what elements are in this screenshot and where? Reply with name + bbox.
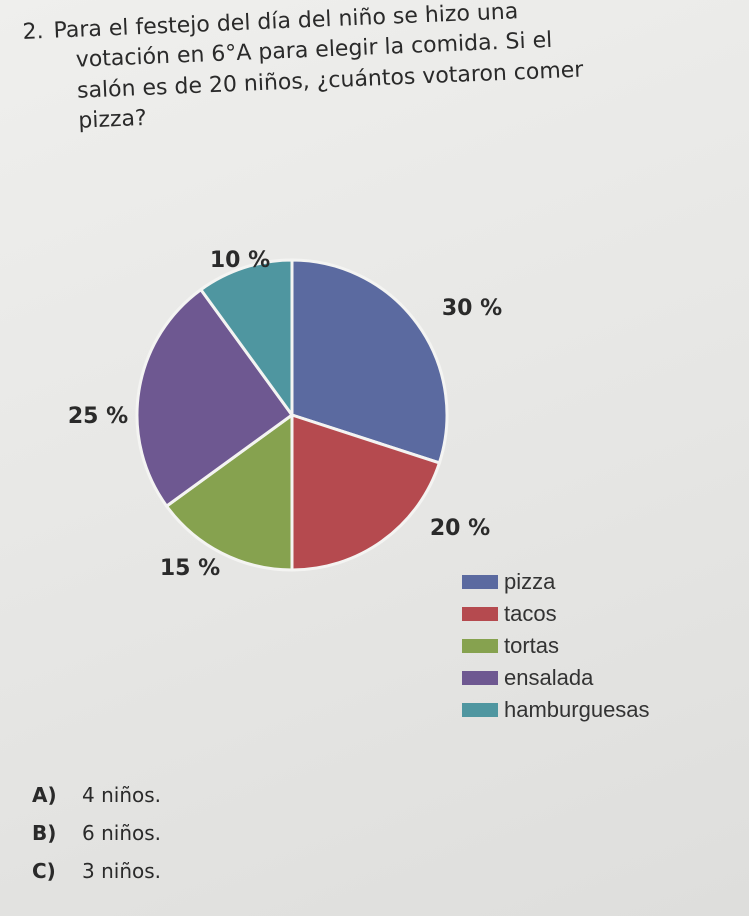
question-number: 2. [22, 19, 45, 45]
answer-option-b[interactable]: B) 6 niños. [32, 821, 161, 859]
question-text: 2. Para el festejo del día del niño se hi… [22, 0, 726, 139]
legend-swatch [462, 703, 498, 717]
pie-slice-tacos [290, 412, 442, 572]
legend-item-tortas: tortas [462, 630, 650, 662]
answer-letter: A) [32, 783, 57, 807]
answer-options: A) 4 niños. B) 6 niños. C) 3 niños. [32, 783, 161, 897]
legend-item-pizza: pizza [462, 566, 650, 598]
pie-label-pizza: 30 % [442, 296, 502, 321]
pie-label-tortas: 15 % [160, 556, 220, 581]
pie-label-hamburguesas: 10 % [210, 248, 270, 273]
legend-item-tacos: tacos [462, 598, 650, 630]
answer-option-a[interactable]: A) 4 niños. [32, 783, 161, 821]
legend-label: tacos [504, 601, 557, 626]
answer-text: 4 niños. [82, 783, 162, 807]
legend-item-hamburguesas: hamburguesas [462, 694, 650, 726]
pie-slice-hamburguesas [198, 258, 294, 420]
answer-letter: C) [32, 859, 56, 883]
pie-label-ensalada: 25 % [68, 404, 128, 429]
legend-swatch [462, 639, 498, 653]
legend-label: tortas [504, 633, 560, 658]
pie-slice-ensalada [135, 287, 295, 509]
legend-swatch [462, 575, 498, 589]
answer-letter: B) [32, 821, 57, 845]
answer-text: 6 niños. [82, 821, 162, 845]
legend-label: hamburguesas [504, 697, 650, 722]
chart-legend: pizza tacos tortas ensalada hamburguesas [462, 566, 650, 726]
legend-swatch [462, 607, 498, 621]
answer-text: 3 niños. [82, 859, 162, 883]
pie-label-tacos: 20 % [430, 516, 490, 541]
pie-slice-pizza [290, 258, 449, 465]
legend-item-ensalada: ensalada [462, 662, 650, 694]
legend-label: ensalada [504, 665, 594, 690]
pie-chart: 30 % 20 % 15 % 25 % 10 % [68, 248, 502, 581]
legend-label: pizza [504, 569, 556, 594]
legend-swatch [462, 671, 498, 685]
answer-option-c[interactable]: C) 3 niños. [32, 859, 161, 897]
pie-slice-tortas [164, 412, 294, 572]
